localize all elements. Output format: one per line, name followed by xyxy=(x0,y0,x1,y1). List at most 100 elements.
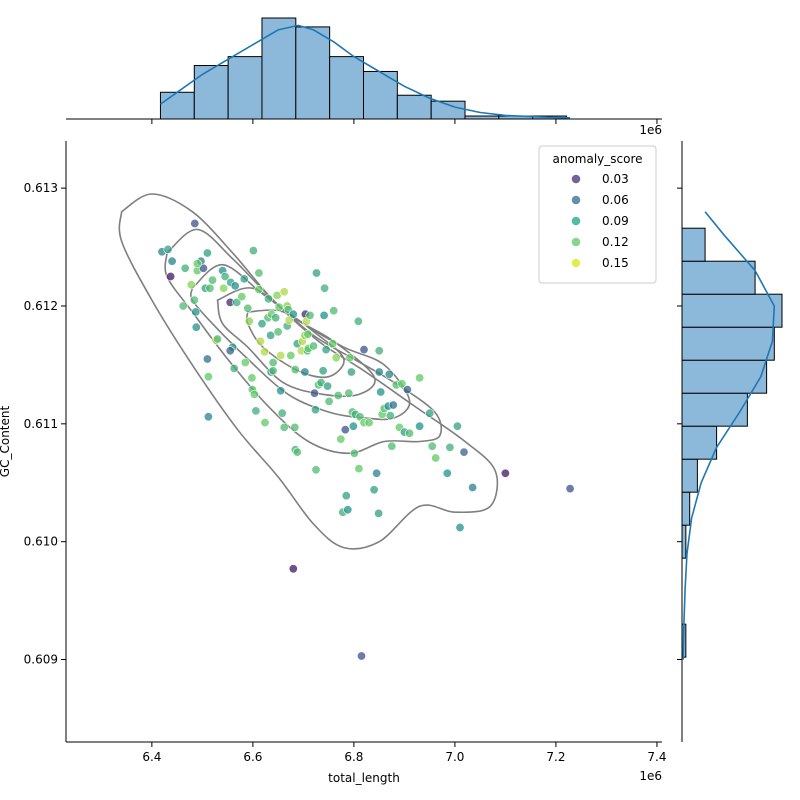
legend-label: 0.12 xyxy=(602,235,629,249)
scatter-point xyxy=(248,246,258,256)
scatter-point xyxy=(404,428,414,438)
scatter-point xyxy=(455,522,465,532)
scatter-point xyxy=(305,310,315,320)
scatter-point xyxy=(340,425,350,435)
scatter-point xyxy=(191,307,201,317)
top-hist-bar xyxy=(227,56,263,120)
scatter-point xyxy=(311,465,321,475)
scatter-point xyxy=(249,389,259,399)
scatter-point xyxy=(268,357,278,367)
legend-marker xyxy=(571,174,581,184)
kde-contour-level-1 xyxy=(118,193,499,550)
scatter-point xyxy=(311,268,321,278)
scatter-point xyxy=(180,263,190,273)
legend-label: 0.15 xyxy=(602,256,629,270)
scatter-point xyxy=(345,353,355,363)
legend-box xyxy=(538,145,657,284)
scatter-point xyxy=(290,422,300,432)
legend-title: anomaly_score xyxy=(552,152,642,166)
right-marginal-histogram xyxy=(681,227,783,658)
scatter-point xyxy=(203,412,213,422)
scatter-point xyxy=(387,441,397,451)
scatter-point xyxy=(273,327,283,337)
scatter-point xyxy=(376,387,386,397)
scatter-point xyxy=(343,505,353,515)
scatter-point xyxy=(213,334,223,344)
legend-label: 0.06 xyxy=(602,193,629,207)
scatter-point xyxy=(329,306,339,316)
scatter-point xyxy=(369,485,379,495)
scatter-point xyxy=(344,388,354,398)
scatter-point xyxy=(459,447,469,457)
scatter-point xyxy=(388,400,398,410)
scatter-point xyxy=(310,405,320,415)
scatter-point xyxy=(255,336,265,346)
scatter-point xyxy=(303,329,313,339)
scatter-point xyxy=(202,354,212,364)
right-hist-bar xyxy=(681,227,706,262)
x-tick-label: 6.4 xyxy=(142,750,161,764)
scatter-point xyxy=(232,297,242,307)
scatter-point xyxy=(500,468,510,478)
scatter-point xyxy=(276,350,286,360)
scatter-point xyxy=(186,280,196,290)
legend-marker xyxy=(571,258,581,268)
scatter-point xyxy=(274,302,284,312)
scatter-point xyxy=(266,330,276,340)
scatter-point xyxy=(374,346,384,356)
scatter-point xyxy=(219,283,229,293)
scatter-point xyxy=(257,319,267,329)
y-axis-label: GC_Content xyxy=(0,406,12,478)
main-axes: 6.4 6.6 6.8 7.0 7.2 7.4 0.609 0.610 0.611 0.612 0.… xyxy=(24,141,666,764)
top-marginal-ticks xyxy=(151,119,658,124)
scatter-point xyxy=(208,275,218,285)
scatter-point xyxy=(321,345,331,355)
scatter-point xyxy=(364,418,374,428)
scatter-point xyxy=(178,301,188,311)
scatter-point xyxy=(356,651,366,661)
scatter-point xyxy=(415,373,425,383)
right-hist-bar xyxy=(681,425,718,460)
scatter-point xyxy=(359,345,369,355)
scatter-point xyxy=(192,259,202,269)
scatter-point xyxy=(565,484,575,494)
scatter-point xyxy=(166,271,176,281)
x-tick-label: 6.8 xyxy=(344,750,363,764)
scatter-point xyxy=(288,564,298,574)
scatter-point xyxy=(189,295,199,305)
scatter-point xyxy=(374,367,384,377)
top-hist-bar xyxy=(261,17,297,120)
scatter-point xyxy=(268,366,278,376)
scatter-point xyxy=(230,281,240,291)
scatter-point xyxy=(353,316,363,326)
x-tick-label: 6.6 xyxy=(243,750,262,764)
scatter-point xyxy=(263,294,273,304)
scatter-point xyxy=(346,367,356,377)
scatter-point xyxy=(402,385,412,395)
scatter-point xyxy=(309,388,319,398)
scatter-point xyxy=(288,309,298,319)
scatter-point xyxy=(244,316,254,326)
scatter-point xyxy=(385,411,395,421)
scatter-point xyxy=(271,313,281,323)
legend-marker xyxy=(571,195,581,205)
scatter-point xyxy=(191,322,201,332)
top-marginal-kde-line xyxy=(160,24,571,119)
scatter-point xyxy=(324,396,334,406)
scatter-point xyxy=(331,353,341,363)
scatter-point xyxy=(251,406,261,416)
scatter-point xyxy=(425,408,435,418)
scatter-point xyxy=(468,482,478,492)
scatter-point xyxy=(260,418,270,428)
right-hist-bar xyxy=(681,524,687,559)
legend-marker xyxy=(571,237,581,247)
scatter-point xyxy=(348,421,358,431)
top-marginal-offset-label: 1e6 xyxy=(639,123,662,137)
scatter-point xyxy=(292,447,302,457)
scatter-point xyxy=(237,292,247,302)
legend-label: 0.09 xyxy=(602,214,629,228)
scatter-point xyxy=(319,310,329,320)
right-hist-bar xyxy=(681,359,768,394)
scatter-point xyxy=(415,421,425,431)
top-hist-bar xyxy=(396,94,432,120)
